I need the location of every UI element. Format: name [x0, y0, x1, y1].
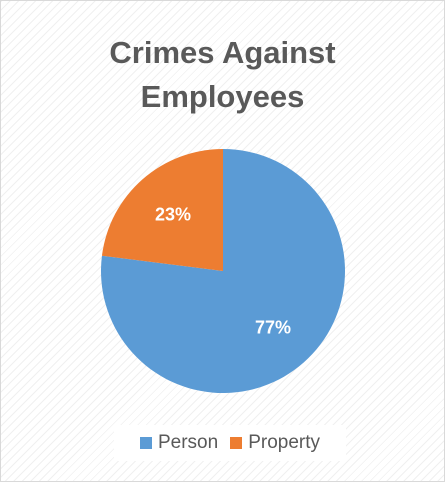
chart-title: Crimes Against Employees [1, 31, 444, 119]
legend: Person Property [114, 425, 346, 461]
legend-item-property: Property [230, 432, 320, 454]
legend-label-property: Property [248, 432, 320, 453]
chart-title-line-1: Crimes Against [109, 35, 336, 70]
legend-swatch-person [139, 437, 152, 449]
pie-data-labels: 77% 23% [155, 204, 291, 337]
chart-title-line-2: Employees [140, 79, 305, 114]
legend-label-person: Person [157, 432, 219, 453]
data-label-property: 23% [155, 204, 191, 224]
legend-item-person: Person [139, 432, 219, 454]
pie-slices [101, 149, 345, 393]
legend-swatch-property [230, 437, 243, 449]
data-label-person: 77% [255, 318, 291, 338]
pie-slice-property [101, 149, 223, 271]
